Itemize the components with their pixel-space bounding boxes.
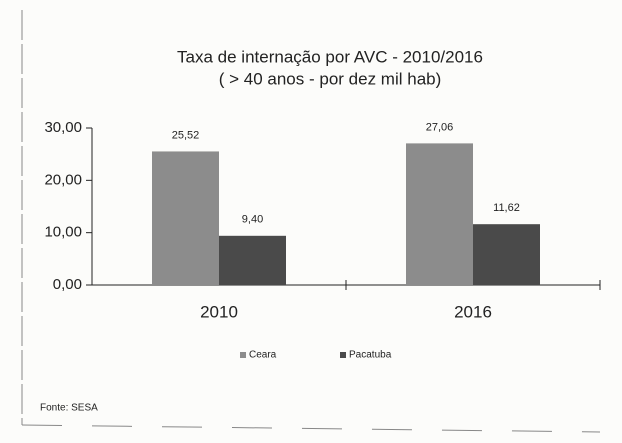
value-label: 9,40 bbox=[242, 214, 263, 226]
legend-label: Pacatuba bbox=[349, 350, 392, 361]
y-tick-label: 0,00 bbox=[53, 276, 82, 293]
bar bbox=[473, 224, 540, 285]
chart-title: Taxa de internação por AVC - 2010/2016 bbox=[177, 47, 483, 66]
y-tick-label: 10,00 bbox=[44, 224, 82, 241]
y-tick-label: 30,00 bbox=[44, 119, 82, 136]
legend-label: Ceara bbox=[249, 350, 277, 361]
bar bbox=[219, 235, 286, 285]
x-tick-label: 2010 bbox=[200, 302, 238, 321]
x-tick-label: 2016 bbox=[454, 302, 492, 321]
value-label: 25,52 bbox=[172, 129, 200, 141]
chart-subtitle: ( > 40 anos - por dez mil hab) bbox=[219, 69, 442, 88]
source: Fonte: SESA bbox=[40, 403, 98, 414]
value-label: 11,62 bbox=[493, 202, 520, 214]
legend-swatch bbox=[240, 352, 246, 358]
value-label: 27,06 bbox=[426, 121, 454, 133]
frame-edge bbox=[21, 424, 601, 433]
bar bbox=[152, 151, 219, 285]
legend-swatch bbox=[340, 352, 346, 358]
bar bbox=[406, 143, 473, 285]
y-tick-label: 20,00 bbox=[44, 171, 82, 188]
